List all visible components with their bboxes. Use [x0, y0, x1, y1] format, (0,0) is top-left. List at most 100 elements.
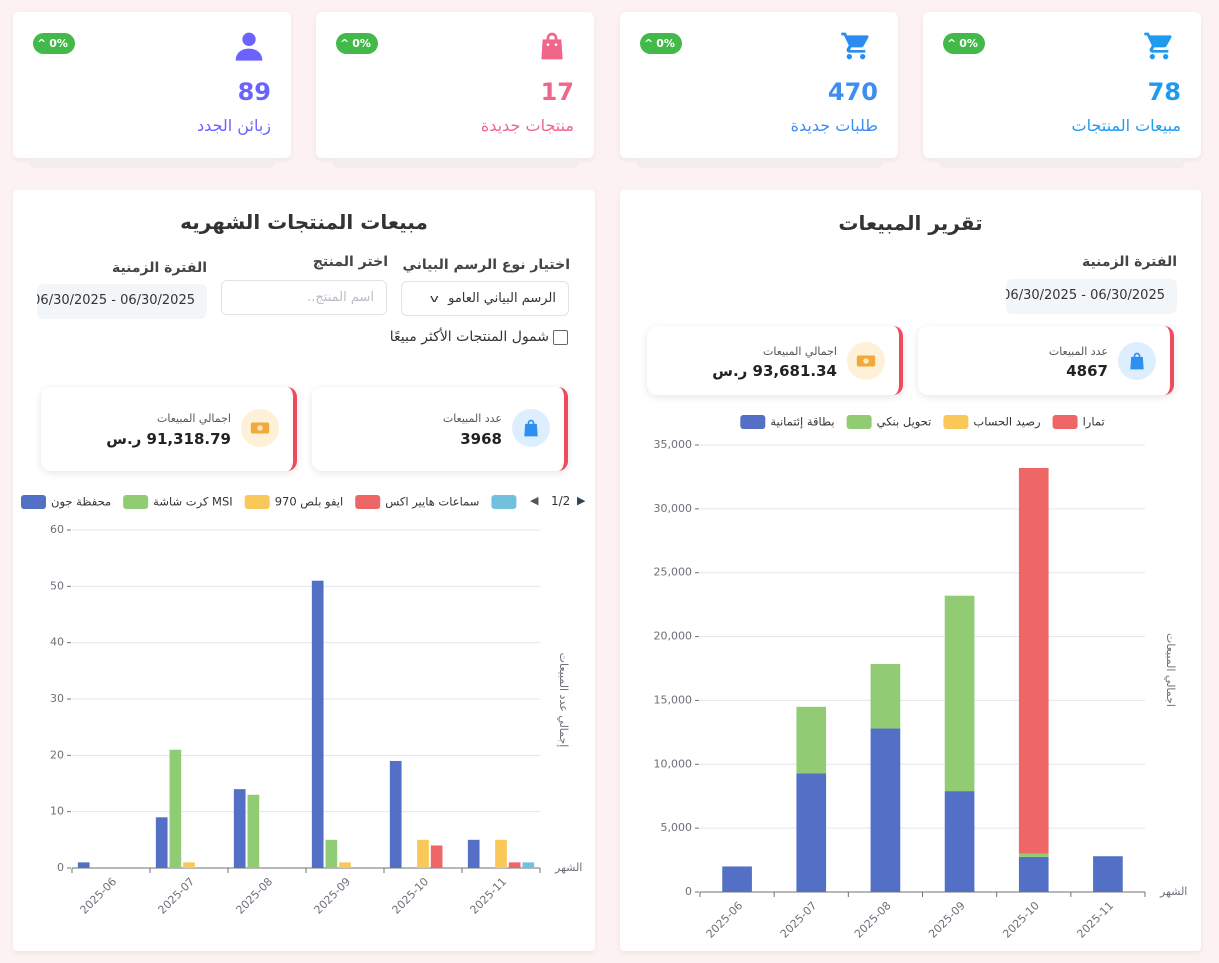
- legend-label: تمارا: [1083, 415, 1105, 430]
- legend-next[interactable]: ▶: [577, 494, 586, 507]
- bar-segment: [870, 664, 901, 729]
- x-tick-label: 2025-07: [156, 875, 198, 917]
- bar-segment: [1018, 467, 1049, 854]
- bag-icon: [524, 419, 538, 437]
- x-tick-label: 2025-09: [926, 899, 968, 941]
- bar: [183, 862, 195, 868]
- bar-segment: [944, 595, 975, 792]
- x-tick-label: 2025-10: [1000, 899, 1042, 941]
- x-axis-title: الشهر: [554, 861, 582, 874]
- y-tick-label: 30: [50, 692, 64, 705]
- icon-circle: [241, 409, 279, 447]
- bar-segment: [1018, 853, 1049, 857]
- x-tick-label: 2025-11: [1074, 899, 1116, 941]
- bag-icon: [1130, 352, 1144, 370]
- legend-swatch: [123, 495, 149, 509]
- bar-segment: [1093, 856, 1123, 892]
- card-label: مبيعات المنتجات: [1071, 116, 1181, 135]
- legend-swatch: [943, 415, 969, 429]
- summary-label: اجمالي المبيعات: [156, 412, 231, 425]
- change-badge: ^ 0%: [33, 33, 75, 54]
- legend-swatch: [740, 415, 766, 429]
- user-icon: [235, 32, 263, 61]
- product-input[interactable]: اسم المنتج..: [221, 280, 387, 315]
- y-tick-label: 50: [50, 579, 64, 592]
- field-label: اختر المنتج: [312, 254, 388, 270]
- legend-swatch: [1052, 415, 1078, 429]
- arrow: ^: [947, 37, 957, 50]
- bar: [233, 789, 246, 868]
- x-tick-label: 2025-07: [778, 899, 820, 941]
- date-value: 06/30/2025 - 06/30/2025: [1006, 288, 1165, 303]
- date-range[interactable]: 06/30/2025 - 06/30/2025: [37, 284, 207, 319]
- money-icon: [250, 422, 270, 434]
- field-label: الفترة الزمنية: [111, 260, 207, 276]
- date-value: 06/30/2025 - 06/30/2025: [37, 293, 195, 308]
- monthly-product-chart: 0 10 20 30 40 50 60 2025-06 2025-07 2025-08 2025-0…: [21, 495, 582, 917]
- x-tick-label: 2025-11: [468, 875, 510, 917]
- y-tick-label: 25,000: [654, 566, 693, 579]
- badge-text: 0%: [959, 37, 978, 50]
- arrow: ^: [340, 37, 350, 50]
- legend-swatch: [491, 495, 517, 509]
- summary-label: عدد المبيعات: [442, 412, 502, 425]
- bar: [389, 760, 402, 868]
- y-tick-label: 0: [685, 885, 692, 898]
- legend-label: محفظة جون: [51, 495, 111, 510]
- legend-swatch: [21, 495, 46, 509]
- bar: [430, 845, 443, 868]
- sales-report-chart: 0 5,000 10,000 15,000 20,000 25,000 30,000 35,0…: [654, 415, 1188, 941]
- bar-segment: [944, 791, 975, 892]
- change-badge: ^ 0%: [336, 33, 378, 54]
- y-tick-label: 5,000: [661, 821, 693, 834]
- y-tick-label: 40: [50, 636, 64, 649]
- bar: [325, 839, 338, 868]
- stat-card: 17 منتجات جديدة ^ 0%: [316, 12, 594, 168]
- x-tick-label: 2025-06: [78, 875, 120, 917]
- legend-label: 970 ايفو بلص: [275, 495, 344, 510]
- y-tick-label: 10: [50, 805, 64, 818]
- bar: [155, 817, 168, 868]
- bar: [467, 839, 480, 868]
- y-tick-label: 20: [50, 748, 64, 761]
- x-axis-title: الشهر: [1159, 885, 1187, 898]
- chart-type-select[interactable]: الرسم البياني العامو v: [401, 281, 569, 316]
- legend-label: بطاقة إئتمانية: [770, 415, 834, 429]
- summary-card: اجمالي المبيعات 93,681.34 ر.س: [647, 326, 903, 395]
- y-tick-label: 0: [57, 861, 64, 874]
- bar: [169, 749, 182, 868]
- card-label: طلبات جديدة: [790, 116, 878, 135]
- y-tick-label: 60: [50, 523, 64, 536]
- x-tick-label: 2025-08: [852, 899, 894, 941]
- legend-label: سماعات هايير اكس: [385, 495, 479, 510]
- bar: [508, 862, 521, 868]
- legend-prev[interactable]: ◀: [530, 494, 539, 507]
- arrow: ^: [37, 37, 47, 50]
- card-value: 17: [540, 78, 574, 106]
- checkbox-label: شمول المنتجات الأكثر مبيعًا: [389, 329, 549, 345]
- x-tick-label: 2025-10: [390, 875, 432, 917]
- bag-icon: [541, 32, 563, 60]
- bar: [522, 862, 535, 868]
- icon-circle: [512, 409, 550, 447]
- summary-card: عدد المبيعات 3968: [312, 387, 568, 471]
- legend-page: 1/2: [551, 494, 571, 508]
- checkbox[interactable]: [553, 330, 568, 345]
- y-tick-label: 10,000: [654, 757, 693, 770]
- legend-label: رصيد الحساب: [973, 415, 1040, 430]
- y-tick-label: 20,000: [654, 630, 693, 643]
- card-plate: [939, 158, 1185, 168]
- date-range[interactable]: 06/30/2025 - 06/30/2025: [1006, 279, 1177, 314]
- panel-title: مبيعات المنتجات الشهريه: [180, 210, 428, 234]
- bar-segment: [870, 728, 901, 892]
- bar: [339, 862, 351, 868]
- card-label: زبائن الجدد: [197, 116, 271, 135]
- x-tick-label: 2025-09: [312, 875, 354, 917]
- stat-card: 470 طلبات جديدة ^ 0%: [620, 12, 898, 168]
- summary-card: عدد المبيعات 4867: [918, 326, 1174, 395]
- bar-segment: [796, 773, 827, 892]
- change-badge: ^ 0%: [943, 33, 985, 54]
- bar: [417, 839, 429, 868]
- panel: تقرير المبيعات الفترة الزمنية 06/30/2025…: [620, 190, 1201, 951]
